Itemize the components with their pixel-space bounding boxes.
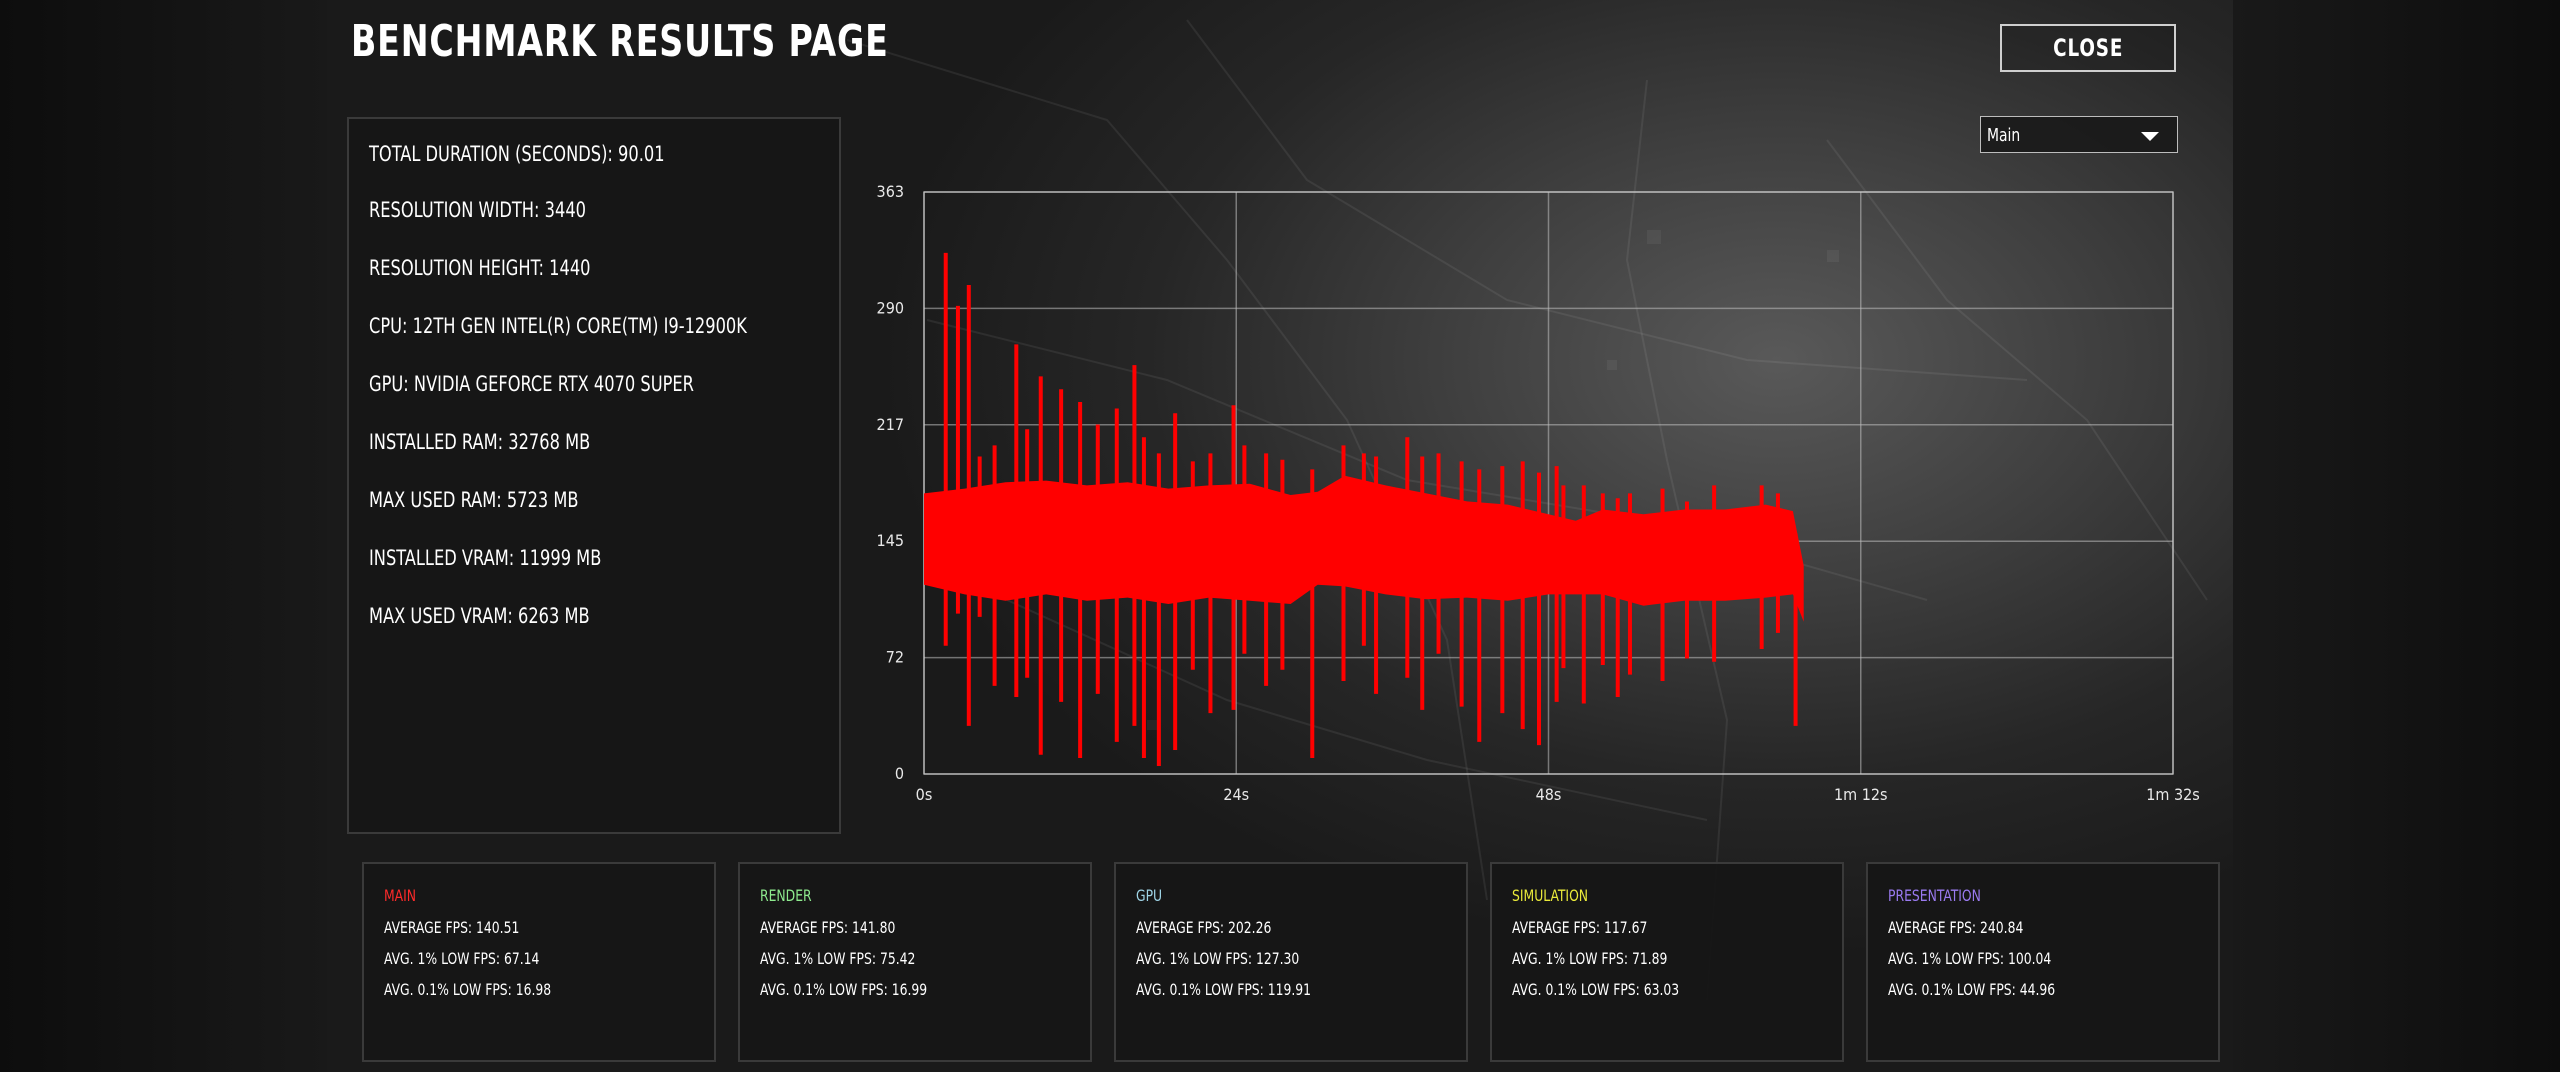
stats-card-render: RENDER AVERAGE FPS: 141.80 AVG. 1% LOW F… [738,862,1092,1062]
y-tick-label: 145 [877,531,904,550]
stats-01pct-low: AVG. 0.1% LOW FPS: 16.99 [760,980,928,999]
stats-title-gpu: GPU [1136,886,1163,905]
y-tick-label: 217 [877,415,904,434]
stats-title-presentation: PRESENTATION [1888,886,1981,905]
left-backdrop [0,0,327,1072]
info-cpu: CPU: 12TH GEN INTEL(R) CORE(TM) I9-12900… [369,314,747,338]
info-gpu: GPU: NVIDIA GEFORCE RTX 4070 SUPER [369,372,694,396]
stats-avg-fps: AVERAGE FPS: 141.80 [760,918,896,937]
x-tick-label: 48s [1536,785,1562,804]
y-tick-label: 72 [886,648,904,667]
page-title: BENCHMARK RESULTS PAGE [351,16,889,67]
thread-select-dropdown[interactable]: Main [1980,116,2178,153]
stats-1pct-low: AVG. 1% LOW FPS: 127.30 [1136,949,1300,968]
stats-avg-fps: AVERAGE FPS: 202.26 [1136,918,1272,937]
info-max-used-ram: MAX USED RAM: 5723 MB [369,488,579,512]
x-tick-label: 1m 12s [1834,785,1888,804]
stats-card-gpu: GPU AVERAGE FPS: 202.26 AVG. 1% LOW FPS:… [1114,862,1468,1062]
stats-title-simulation: SIMULATION [1512,886,1589,905]
info-max-used-vram: MAX USED VRAM: 6263 MB [369,604,590,628]
stats-1pct-low: AVG. 1% LOW FPS: 75.42 [760,949,916,968]
stats-avg-fps: AVERAGE FPS: 240.84 [1888,918,2024,937]
x-tick-label: 24s [1223,785,1249,804]
x-tick-label: 0s [916,785,933,804]
stats-01pct-low: AVG. 0.1% LOW FPS: 63.03 [1512,980,1680,999]
close-button[interactable]: CLOSE [2000,24,2176,72]
stats-title-main: MAIN [384,886,417,905]
benchmark-panel: BENCHMARK RESULTS PAGE CLOSE TOTAL DURAT… [327,0,2233,1072]
info-installed-vram: INSTALLED VRAM: 11999 MB [369,546,602,570]
info-resolution-height: RESOLUTION HEIGHT: 1440 [369,256,591,280]
stats-title-render: RENDER [760,886,812,905]
stats-01pct-low: AVG. 0.1% LOW FPS: 16.98 [384,980,552,999]
y-tick-label: 290 [877,298,904,317]
x-tick-label: 1m 32s [2146,785,2200,804]
dropdown-selected-value: Main [1987,125,2021,146]
stats-avg-fps: AVERAGE FPS: 140.51 [384,918,520,937]
stats-card-presentation: PRESENTATION AVERAGE FPS: 240.84 AVG. 1%… [1866,862,2220,1062]
system-info-panel: TOTAL DURATION (SECONDS): 90.01 RESOLUTI… [347,117,841,834]
info-resolution-width: RESOLUTION WIDTH: 3440 [369,198,587,222]
stats-1pct-low: AVG. 1% LOW FPS: 71.89 [1512,949,1668,968]
chevron-down-icon [2141,132,2159,141]
right-backdrop [2233,0,2560,1072]
y-tick-label: 0 [895,764,904,783]
info-total-duration: TOTAL DURATION (SECONDS): 90.01 [369,142,665,166]
stats-01pct-low: AVG. 0.1% LOW FPS: 44.96 [1888,980,2056,999]
fps-line-chart: 0s 24s 48s 1m 12s 1m 32s 0 72 145 217 290 363 [877,182,2200,804]
stats-card-main: MAIN AVERAGE FPS: 140.51 AVG. 1% LOW FPS… [362,862,716,1062]
info-installed-ram: INSTALLED RAM: 32768 MB [369,430,591,454]
y-tick-label: 363 [877,182,904,201]
stats-1pct-low: AVG. 1% LOW FPS: 67.14 [384,949,540,968]
plot-frame [923,191,2174,775]
stats-avg-fps: AVERAGE FPS: 117.67 [1512,918,1648,937]
stats-1pct-low: AVG. 1% LOW FPS: 100.04 [1888,949,2052,968]
stats-card-simulation: SIMULATION AVERAGE FPS: 117.67 AVG. 1% L… [1490,862,1844,1062]
close-button-label: CLOSE [2052,34,2124,62]
stats-01pct-low: AVG. 0.1% LOW FPS: 119.91 [1136,980,1312,999]
